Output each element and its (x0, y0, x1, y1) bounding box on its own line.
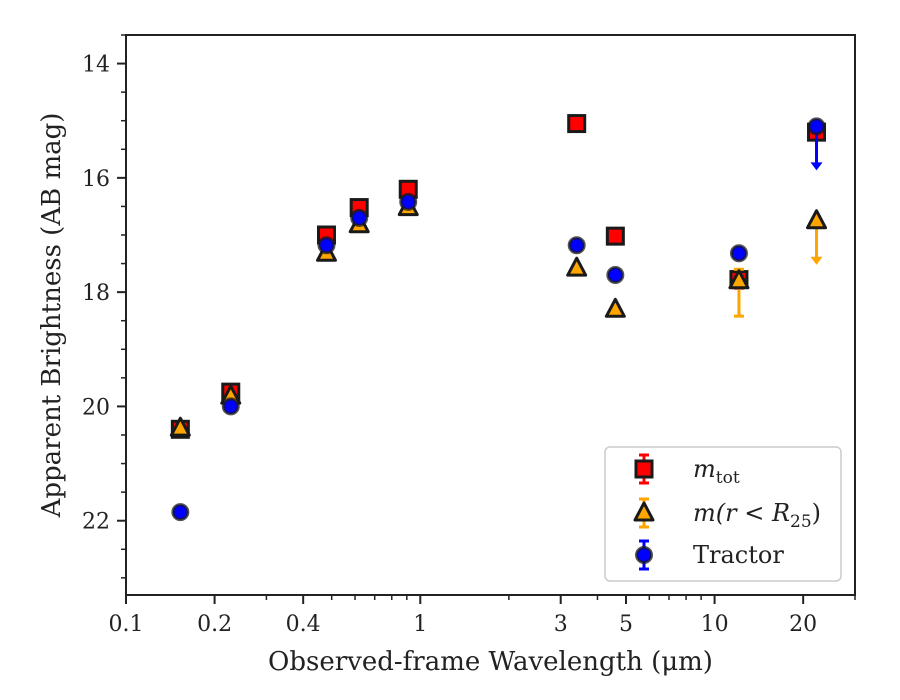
data-point-circle (171, 503, 190, 522)
upper-limit-arrow-head (810, 256, 823, 265)
series-1 (169, 196, 828, 437)
legend: mtot m(r < R25) Tractor (604, 446, 842, 582)
data-point-triangle (566, 256, 588, 277)
data-point-triangle (728, 269, 750, 290)
data-point-triangle (806, 209, 828, 230)
legend-marker-triangle (633, 501, 655, 522)
legend-marker-square (634, 459, 654, 479)
data-point-circle (606, 266, 625, 284)
legend-label: m(r < R25) (693, 499, 821, 532)
legend-label-main: m(r < R (693, 499, 790, 527)
data-point-circle (350, 208, 369, 227)
plot-layer (169, 114, 828, 522)
y-tick-label: 14 (82, 53, 110, 78)
x-tick-label: 0.2 (197, 612, 232, 637)
y-tick-label: 22 (82, 510, 110, 535)
x-tick-label: 3 (554, 612, 568, 637)
x-axis-label: Observed-frame Wavelength (μm) (268, 647, 713, 677)
x-tick-label: 5 (619, 612, 633, 637)
data-point-square (605, 226, 625, 246)
x-tick-label: 0.1 (109, 612, 144, 637)
data-point-triangle (604, 297, 626, 318)
data-point-circle (807, 117, 826, 136)
x-axis-ticks: 0.1 0.2 0.4 1 3 5 10 20 (109, 595, 856, 637)
legend-label-subscript: 25 (790, 512, 812, 532)
y-axis-label: Apparent Brightness (AB mag) (37, 113, 67, 519)
x-tick-label: 0.4 (286, 612, 321, 637)
data-point-circle (729, 244, 748, 263)
legend-marker-circle (635, 546, 653, 564)
series-0 (170, 114, 827, 439)
data-point-circle (399, 192, 418, 211)
y-axis-ticks: 14 16 18 20 22 (82, 34, 126, 579)
data-point-square (567, 114, 587, 134)
x-tick-label: 10 (701, 612, 729, 637)
legend-label-subscript: tot (716, 468, 740, 488)
upper-limit-arrow-head (810, 162, 823, 171)
legend-label: Tractor (693, 541, 784, 569)
data-point-triangle (169, 416, 191, 437)
y-tick-label: 16 (82, 167, 110, 192)
plot-frame (125, 34, 856, 596)
series-2 (171, 117, 826, 522)
legend-label-main: m (693, 455, 716, 483)
x-tick-label: 1 (413, 612, 427, 637)
legend-box (604, 446, 842, 582)
y-tick-label: 18 (82, 281, 110, 306)
legend-label: mtot (693, 455, 740, 488)
data-point-circle (317, 236, 336, 255)
data-point-circle (221, 397, 240, 416)
x-tick-label: 20 (789, 612, 817, 637)
legend-label-main: Tractor (693, 541, 784, 569)
data-point-circle (567, 236, 586, 255)
y-tick-label: 20 (82, 395, 110, 420)
legend-label-end: ) (812, 499, 821, 527)
